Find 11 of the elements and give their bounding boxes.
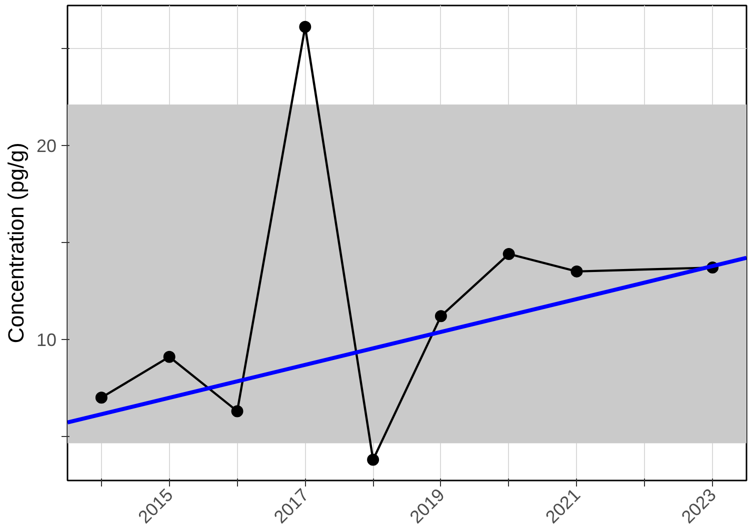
point	[163, 350, 176, 363]
point	[299, 20, 312, 33]
point	[367, 454, 380, 466]
point	[502, 248, 515, 260]
point	[434, 310, 447, 322]
y-tick-label: 20	[36, 136, 57, 156]
point	[231, 405, 244, 418]
point	[570, 265, 583, 278]
point	[95, 392, 108, 404]
y-tick-label: 10	[36, 330, 57, 350]
y-axis-title: Concentration (pg/g)	[3, 142, 28, 344]
